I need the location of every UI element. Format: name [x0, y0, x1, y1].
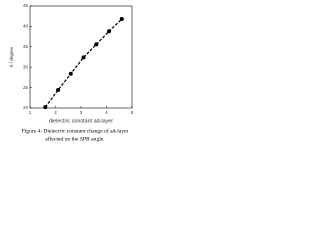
- data-point: [94, 42, 99, 47]
- x-tick-label: 3: [80, 110, 83, 115]
- data-point: [68, 71, 73, 76]
- data-point: [56, 88, 61, 93]
- y-tick-label: 25: [23, 85, 29, 90]
- x-tick-label: 4: [105, 110, 108, 115]
- y-tick-label: 45: [23, 3, 29, 8]
- plot-frame: [29, 5, 133, 109]
- x-tick-label: 1: [29, 110, 32, 115]
- caption-line: Figure 4: Dielectric constant change of …: [22, 127, 129, 134]
- chart: θ / degree dielectric constant ad-layer …: [9, 3, 134, 142]
- data-point: [81, 55, 86, 60]
- caption-line: affected on the SPR angle.: [45, 135, 105, 142]
- y-tick-label: 40: [23, 24, 29, 29]
- y-axis-label: θ / degree: [9, 46, 14, 67]
- data-point: [43, 105, 48, 110]
- x-axis-label: dielectric constant ad-layer: [49, 118, 113, 124]
- data-point: [119, 17, 124, 22]
- y-tick-label: 30: [23, 64, 29, 69]
- y-tick-label: 20: [23, 105, 29, 110]
- data-point: [107, 29, 112, 34]
- y-tick-label: 35: [23, 44, 29, 49]
- x-tick-label: 2: [54, 110, 57, 115]
- x-tick-label: 5: [131, 110, 134, 115]
